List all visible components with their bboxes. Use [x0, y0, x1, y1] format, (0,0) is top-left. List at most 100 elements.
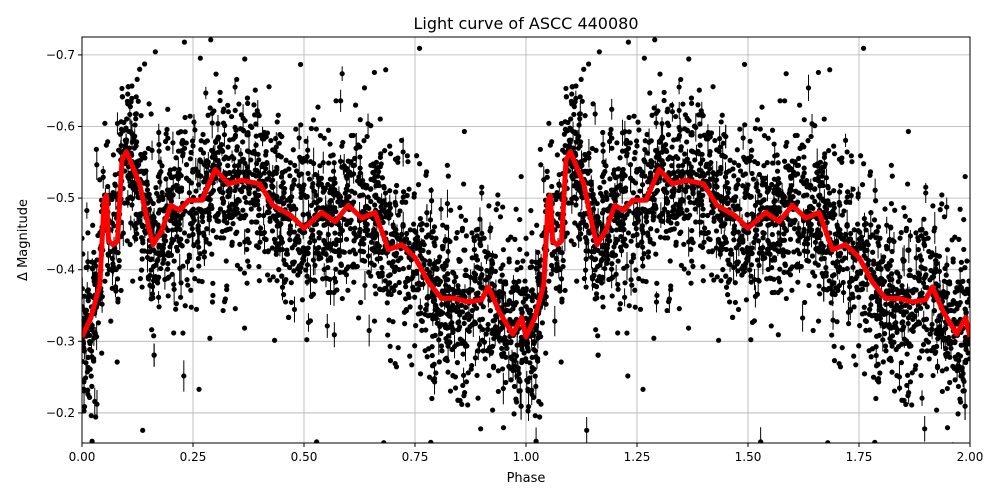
data-point	[903, 402, 908, 407]
data-point	[940, 368, 945, 373]
data-point	[732, 160, 737, 165]
data-point	[500, 273, 505, 278]
data-point	[477, 237, 482, 242]
data-point	[716, 338, 721, 343]
data-point	[328, 177, 333, 182]
data-point	[769, 323, 774, 328]
data-point	[275, 119, 280, 124]
data-point	[620, 149, 625, 154]
data-point	[89, 384, 94, 389]
data-point	[299, 171, 304, 176]
data-point	[362, 228, 367, 233]
data-point	[430, 353, 435, 358]
data-point	[224, 220, 229, 225]
data-point	[686, 56, 691, 61]
data-point	[153, 185, 158, 190]
data-point	[253, 167, 258, 172]
data-point	[465, 402, 470, 407]
data-point	[755, 117, 760, 122]
data-point	[712, 138, 717, 143]
data-point	[717, 136, 722, 141]
data-point	[401, 222, 406, 227]
data-point	[594, 284, 599, 289]
data-point	[342, 250, 347, 255]
data-point	[251, 149, 256, 154]
data-point	[249, 206, 254, 211]
data-point	[760, 250, 765, 255]
data-point	[293, 238, 298, 243]
data-point	[525, 408, 530, 413]
data-point	[149, 327, 154, 332]
data-point	[801, 154, 806, 159]
data-point	[669, 144, 674, 149]
data-point	[118, 132, 123, 137]
data-point	[379, 265, 384, 270]
data-point	[855, 466, 860, 471]
data-point	[747, 139, 752, 144]
data-point	[305, 280, 310, 285]
data-point	[748, 337, 753, 342]
data-point	[172, 258, 177, 263]
data-point	[923, 272, 928, 277]
data-point	[810, 195, 815, 200]
data-point	[413, 323, 418, 328]
data-point	[297, 250, 302, 255]
data-point	[182, 40, 187, 45]
data-point	[184, 162, 189, 167]
data-point	[616, 258, 621, 263]
data-point	[912, 275, 917, 280]
data-point	[149, 111, 154, 116]
data-point	[510, 285, 515, 290]
data-point	[772, 141, 777, 146]
data-point	[196, 263, 201, 268]
data-point	[597, 185, 602, 190]
data-point	[224, 214, 229, 219]
data-point	[153, 275, 158, 280]
data-point	[583, 284, 588, 289]
data-point	[281, 180, 286, 185]
data-point	[90, 265, 95, 270]
data-point	[310, 181, 315, 186]
data-point	[525, 346, 530, 351]
data-point	[182, 230, 187, 235]
data-point	[154, 191, 159, 196]
data-point	[503, 355, 508, 360]
data-point	[688, 247, 693, 252]
data-point	[880, 337, 885, 342]
data-point	[196, 387, 201, 392]
data-point	[499, 294, 504, 299]
data-point	[352, 190, 357, 195]
data-point	[910, 290, 915, 295]
data-point	[124, 116, 129, 121]
data-point	[253, 219, 258, 224]
data-point	[295, 233, 300, 238]
data-point	[631, 190, 636, 195]
data-point	[918, 373, 923, 378]
data-point	[833, 232, 838, 237]
data-point	[284, 251, 289, 256]
data-point	[221, 109, 226, 114]
data-point	[331, 290, 336, 295]
data-point	[163, 176, 168, 181]
data-point	[686, 118, 691, 123]
data-point	[659, 121, 664, 126]
data-point	[453, 236, 458, 241]
data-point	[549, 139, 554, 144]
data-point	[460, 309, 465, 314]
data-point	[512, 352, 517, 357]
data-point	[450, 347, 455, 352]
data-point	[234, 229, 239, 234]
data-point	[784, 140, 789, 145]
data-point	[439, 322, 444, 327]
data-point	[736, 163, 741, 168]
data-point	[949, 237, 954, 242]
data-point	[380, 208, 385, 213]
data-point	[784, 296, 789, 301]
data-point	[632, 288, 637, 293]
data-point	[488, 225, 493, 230]
data-point	[640, 182, 645, 187]
data-point	[379, 161, 384, 166]
data-point	[345, 288, 350, 293]
data-point	[563, 86, 568, 91]
data-point	[266, 84, 271, 89]
